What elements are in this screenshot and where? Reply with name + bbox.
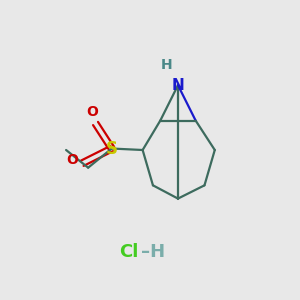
Text: O: O — [87, 105, 98, 119]
Text: S: S — [106, 140, 118, 158]
Text: H: H — [160, 58, 172, 72]
Text: O: O — [66, 153, 78, 167]
Text: N: N — [172, 78, 184, 93]
Text: –H: –H — [141, 243, 165, 261]
Text: Cl: Cl — [119, 243, 138, 261]
